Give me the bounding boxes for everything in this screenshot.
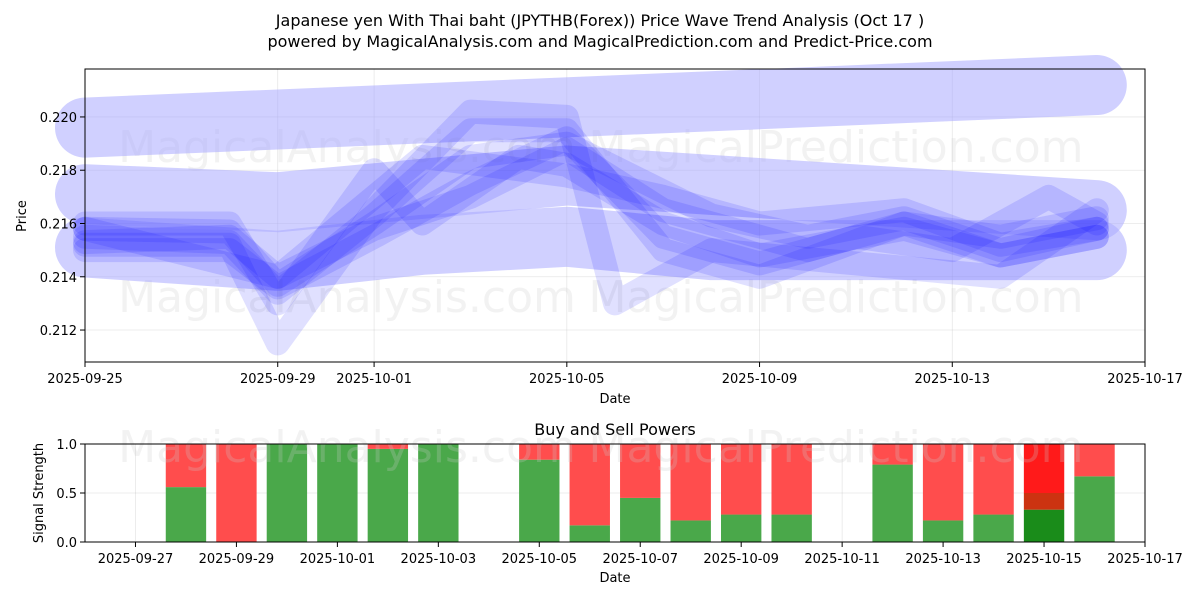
watermark-mid-right: MagicalPrediction.com bbox=[589, 272, 1084, 323]
sell-power-bar bbox=[721, 444, 762, 515]
buy-power-bar bbox=[266, 444, 308, 542]
buy-power-bar bbox=[721, 514, 762, 542]
signal-x-tick-label: 2025-10-15 bbox=[1006, 552, 1082, 567]
buy-power-bar bbox=[569, 525, 610, 542]
price-bands bbox=[55, 55, 1127, 291]
price-x-tick-label: 2025-09-29 bbox=[240, 372, 316, 387]
buy-power-bar bbox=[620, 497, 661, 542]
price-y-axis-label: Price bbox=[15, 200, 30, 232]
sell-power-bar bbox=[165, 444, 207, 488]
signal-y-tick-label: 0.0 bbox=[56, 536, 77, 551]
price-plot-frame bbox=[84, 68, 1146, 363]
sell-power-bar bbox=[569, 444, 610, 526]
signal-x-ticks: 2025-09-27 2025-09-29 2025-10-01 2025-10-03… bbox=[98, 542, 1183, 567]
buy-power-bar bbox=[1023, 509, 1065, 542]
signal-x-tick-label: 2025-09-29 bbox=[199, 552, 275, 567]
signal-x-tick-label: 2025-10-11 bbox=[804, 552, 880, 567]
figure-subtitle: powered by MagicalAnalysis.com and Magic… bbox=[267, 32, 932, 51]
signal-plot-background bbox=[85, 444, 1145, 542]
signal-x-tick-label: 2025-10-07 bbox=[602, 552, 678, 567]
signal-y-tick-label: 1.0 bbox=[56, 438, 77, 453]
price-y-tick-label: 0.214 bbox=[40, 271, 77, 286]
price-x-ticks: 2025-09-25 2025-09-29 2025-10-01 2025-10-05… bbox=[47, 362, 1183, 387]
price-wave-line bbox=[73, 99, 1109, 356]
signal-y-axis-label: Signal Strength bbox=[32, 443, 47, 543]
price-x-tick-label: 2025-10-17 bbox=[1107, 372, 1183, 387]
sell-power-bar bbox=[670, 444, 711, 521]
sell-power-bar bbox=[519, 444, 560, 460]
sell-power-bar bbox=[872, 444, 913, 465]
price-trend-band bbox=[55, 145, 1127, 241]
price-trend-band bbox=[55, 206, 1127, 291]
price-y-tick-label: 0.212 bbox=[40, 324, 77, 339]
price-wave-line bbox=[73, 144, 1109, 316]
signal-y-tick-label: 0.5 bbox=[56, 487, 77, 502]
buy-power-bar bbox=[418, 444, 459, 542]
sell-power-bar bbox=[216, 444, 257, 542]
sell-power-bar bbox=[1074, 444, 1115, 477]
price-y-tick-label: 0.216 bbox=[40, 217, 77, 232]
buy-power-bar bbox=[973, 514, 1014, 542]
buy-power-bar bbox=[771, 514, 812, 542]
watermark-bottom-left: MagicalAnalysis.com bbox=[118, 422, 576, 473]
price-x-axis-label: Date bbox=[599, 392, 630, 407]
buy-power-bar bbox=[922, 520, 964, 542]
sell-power-bar bbox=[620, 444, 661, 498]
price-x-tick-label: 2025-10-05 bbox=[529, 372, 605, 387]
price-wave-lines bbox=[73, 99, 1109, 356]
sell-power-bar bbox=[922, 444, 964, 521]
price-x-tick-label: 2025-10-01 bbox=[336, 372, 412, 387]
buy-power-bar bbox=[317, 444, 358, 542]
price-y-tick-label: 0.220 bbox=[40, 111, 77, 126]
signal-x-tick-label: 2025-09-27 bbox=[98, 552, 174, 567]
sell-power-bar bbox=[771, 444, 812, 515]
buy-power-bar bbox=[872, 464, 913, 542]
price-y-tick-label: 0.218 bbox=[40, 164, 77, 179]
sell-power-bar bbox=[1023, 444, 1065, 493]
signal-x-tick-label: 2025-10-05 bbox=[502, 552, 578, 567]
buy-sell-chart: Buy and Sell Powers MagicalAnalysis.com … bbox=[32, 420, 1183, 586]
price-wave-line bbox=[73, 131, 1109, 297]
price-x-tick-label: 2025-10-13 bbox=[914, 372, 990, 387]
sell-power-bar bbox=[973, 444, 1014, 515]
signal-x-axis-label: Date bbox=[599, 571, 630, 586]
price-wave-line bbox=[73, 136, 1109, 289]
buy-power-bar bbox=[1074, 476, 1115, 542]
watermark-bottom-right: MagicalPrediction.com bbox=[589, 422, 1084, 473]
signal-x-tick-label: 2025-10-17 bbox=[1107, 552, 1183, 567]
price-x-tick-label: 2025-09-25 bbox=[47, 372, 123, 387]
sell-power-bar-lower bbox=[1023, 493, 1065, 510]
figure-title: Japanese yen With Thai baht (JPYTHB(Fore… bbox=[275, 11, 924, 30]
price-wave-chart: MagicalAnalysis.com MagicalPrediction.co… bbox=[15, 55, 1183, 407]
signal-y-ticks: 0.0 0.5 1.0 bbox=[56, 438, 85, 551]
buy-power-bar bbox=[670, 520, 711, 542]
signal-bars bbox=[165, 444, 1115, 542]
buy-sell-title: Buy and Sell Powers bbox=[534, 420, 696, 439]
buy-power-bar bbox=[519, 459, 560, 542]
signal-x-tick-label: 2025-10-09 bbox=[703, 552, 779, 567]
price-trend-band bbox=[55, 55, 1127, 158]
buy-power-bar bbox=[367, 448, 409, 542]
price-wave-line bbox=[73, 144, 1109, 289]
signal-x-tick-label: 2025-10-13 bbox=[905, 552, 981, 567]
price-wave-line bbox=[73, 126, 1109, 300]
price-y-ticks: 0.212 0.214 0.216 0.218 0.220 bbox=[40, 111, 85, 339]
price-x-tick-label: 2025-10-09 bbox=[722, 372, 798, 387]
price-wave-line bbox=[73, 118, 1109, 305]
buy-power-bar bbox=[165, 487, 207, 542]
signal-x-tick-label: 2025-10-03 bbox=[401, 552, 477, 567]
sell-power-bar bbox=[367, 444, 409, 449]
signal-x-tick-label: 2025-10-01 bbox=[300, 552, 376, 567]
